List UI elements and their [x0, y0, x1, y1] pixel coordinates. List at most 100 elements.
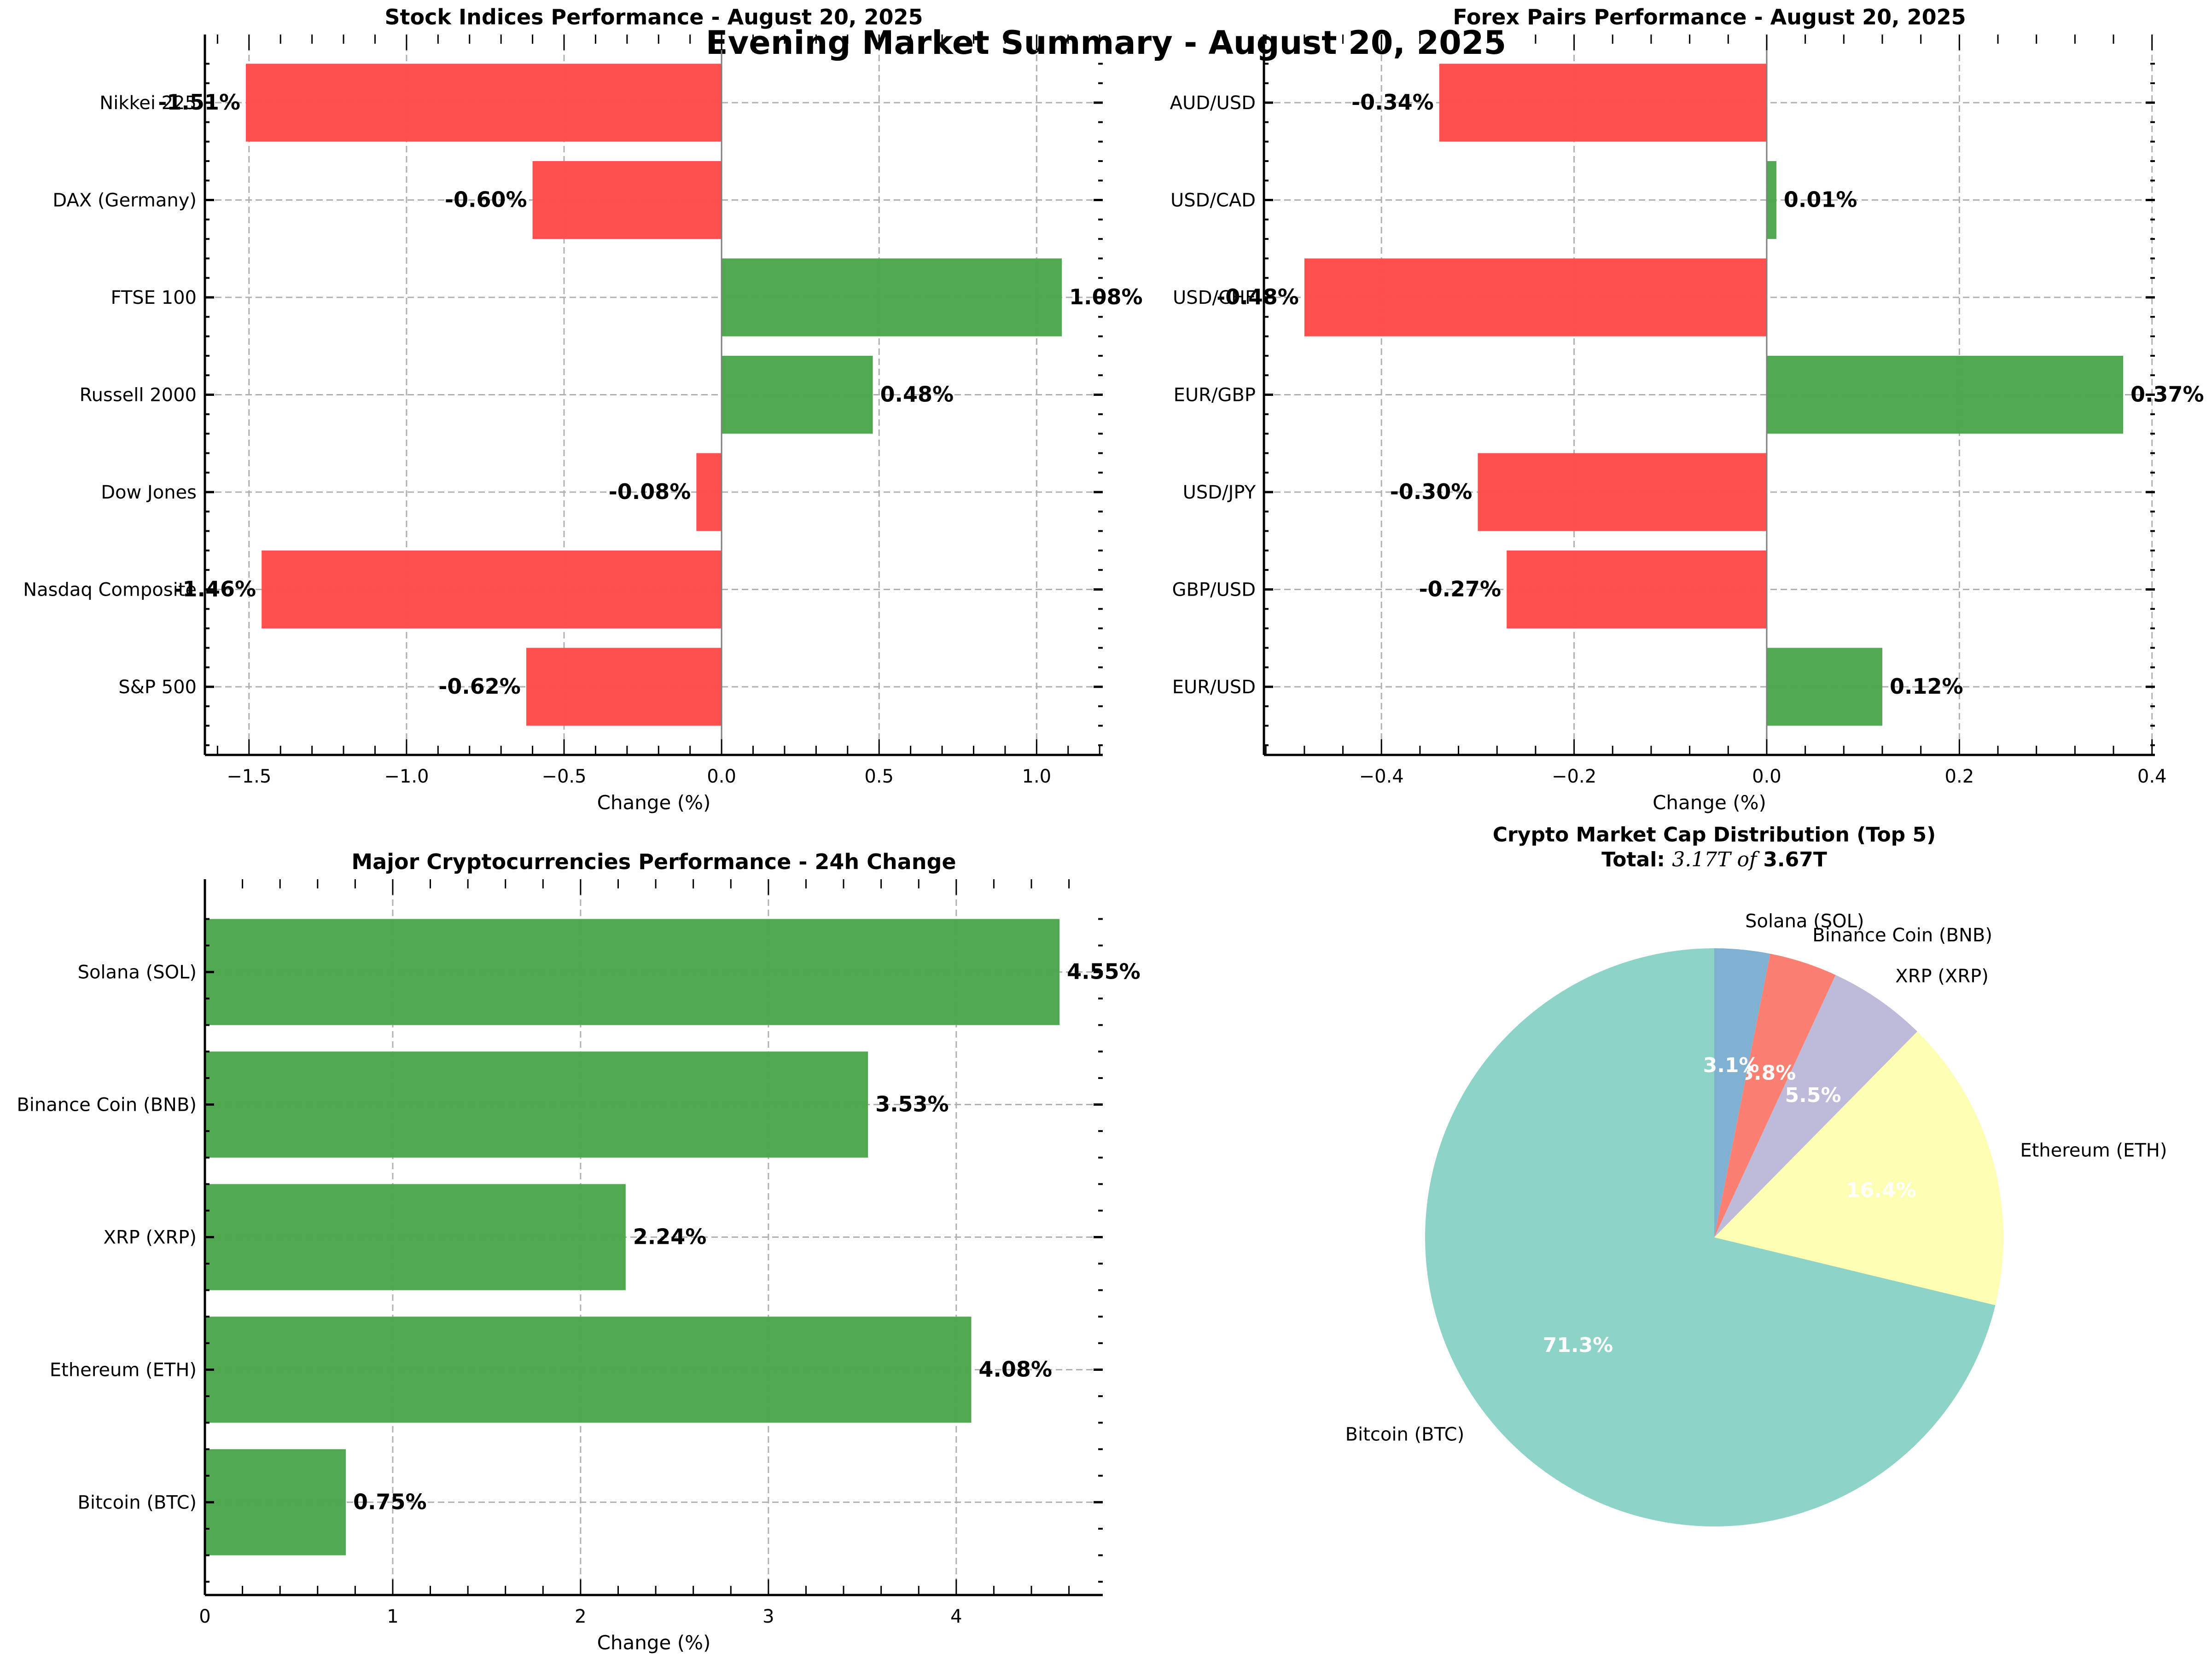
forex-category-label: EUR/USD [1172, 677, 1256, 698]
forex-x-tick-label: 0.4 [2137, 766, 2167, 787]
stocks-value-label: -0.62% [438, 674, 521, 699]
crypto-category-label: Binance Coin (BNB) [17, 1095, 197, 1116]
crypto-x-tick-label: 0 [199, 1606, 210, 1627]
crypto-x-tick-label: 3 [763, 1606, 774, 1627]
pie-category-label: Ethereum (ETH) [2020, 1140, 2167, 1161]
crypto-category-label: Solana (SOL) [78, 962, 197, 983]
pie-pct-label: 16.4% [1846, 1179, 1916, 1202]
forex-bar[interactable] [1766, 355, 2123, 434]
forex-category-label: USD/CAD [1170, 190, 1256, 211]
forex-value-label: -0.30% [1390, 479, 1473, 504]
pie-slice[interactable] [1714, 948, 1770, 1237]
stocks-category-label: Russell 2000 [80, 385, 197, 406]
pie-category-label: XRP (XRP) [1895, 966, 1989, 987]
forex-value-label: -0.48% [1217, 284, 1299, 309]
forex-value-label: 0.01% [1784, 187, 1857, 212]
forex-category-label: USD/CHF [1173, 287, 1256, 308]
forex-x-tick-label: 0.2 [1945, 766, 1974, 787]
forex-value-label: -0.34% [1351, 90, 1434, 115]
crypto-value-label: 4.55% [1067, 959, 1141, 984]
crypto-category-label: XRP (XRP) [103, 1227, 197, 1248]
stocks-category-label: Dow Jones [101, 482, 197, 503]
stocks-x-axis-label: Change (%) [597, 791, 711, 814]
forex-bar[interactable] [1439, 64, 1767, 142]
forex-bar[interactable] [1766, 648, 1882, 726]
crypto-value-label: 0.75% [353, 1489, 427, 1514]
pie-slice[interactable] [1714, 1031, 2003, 1305]
pie-slice[interactable] [1714, 975, 1917, 1237]
stocks-x-tick-label: −1.5 [227, 766, 271, 787]
stocks-category-label: Nikkei 225 [99, 93, 197, 114]
pie-slice[interactable] [1425, 948, 1996, 1526]
pie-pct-label: 71.3% [1543, 1334, 1613, 1357]
pie-category-label: Bitcoin (BTC) [1345, 1424, 1465, 1445]
crypto-value-label: 4.08% [978, 1357, 1052, 1381]
pie-category-label: Solana (SOL) [1745, 911, 1864, 932]
crypto-bar[interactable] [205, 1449, 346, 1555]
stocks-value-label: -1.46% [174, 576, 256, 601]
crypto-x-tick-label: 2 [575, 1606, 586, 1627]
crypto-bar[interactable] [205, 1184, 626, 1290]
stocks-bar[interactable] [722, 258, 1062, 336]
forex-bar[interactable] [1766, 161, 1776, 239]
forex-chart: Forex Pairs Performance - August 20, 202… [1170, 5, 2204, 814]
pie-subtitle: Total: 3.17T of 3.67T [1601, 848, 1827, 871]
stocks-category-label: Nasdaq Composite [23, 579, 197, 600]
stocks-bar[interactable] [532, 161, 722, 239]
forex-category-label: USD/JPY [1183, 482, 1256, 503]
stocks-value-label: 0.48% [880, 382, 954, 407]
crypto-title: Major Cryptocurrencies Performance - 24h… [351, 849, 956, 874]
stocks-x-tick-label: 1.0 [1022, 766, 1052, 787]
stocks-bar[interactable] [262, 550, 722, 629]
stocks-x-tick-label: 0.0 [707, 766, 736, 787]
stocks-bar[interactable] [696, 453, 722, 531]
crypto-pie-chart: Crypto Market Cap Distribution (Top 5)To… [1345, 823, 2167, 1526]
stocks-x-tick-label: −1.0 [384, 766, 429, 787]
pie-slice[interactable] [1714, 953, 1836, 1237]
stocks-x-tick-label: −0.5 [541, 766, 586, 787]
crypto-category-label: Ethereum (ETH) [50, 1359, 197, 1381]
forex-bar[interactable] [1478, 453, 1767, 531]
stocks-value-label: -0.60% [445, 187, 527, 212]
crypto-chart: Major Cryptocurrencies Performance - 24h… [17, 849, 1140, 1654]
pie-category-label: Binance Coin (BNB) [1812, 925, 1992, 946]
stocks-bar[interactable] [722, 355, 873, 434]
stocks-category-label: FTSE 100 [111, 287, 197, 308]
stocks-bar[interactable] [526, 648, 722, 726]
stocks-category-label: DAX (Germany) [52, 190, 197, 211]
crypto-value-label: 2.24% [633, 1224, 707, 1249]
stocks-value-label: -0.08% [609, 479, 691, 504]
stocks-x-tick-label: 0.5 [864, 766, 894, 787]
forex-x-tick-label: −0.2 [1552, 766, 1596, 787]
stocks-title: Stock Indices Performance - August 20, 2… [384, 5, 923, 29]
crypto-value-label: 3.53% [875, 1092, 949, 1117]
stocks-value-label: -1.51% [158, 90, 240, 115]
crypto-x-tick-label: 1 [387, 1606, 398, 1627]
forex-category-label: AUD/USD [1170, 93, 1256, 114]
crypto-bar[interactable] [205, 1317, 972, 1423]
pie-pct-label: 3.8% [1740, 1062, 1796, 1085]
stocks-category-label: S&P 500 [118, 677, 197, 698]
forex-bar[interactable] [1507, 550, 1767, 629]
pie-pct-label: 3.1% [1703, 1054, 1759, 1077]
forex-category-label: EUR/GBP [1174, 385, 1256, 406]
crypto-x-axis-label: Change (%) [597, 1631, 711, 1654]
crypto-category-label: Bitcoin (BTC) [77, 1492, 197, 1513]
forex-x-axis-label: Change (%) [1653, 791, 1766, 814]
crypto-bar[interactable] [205, 1051, 868, 1158]
forex-bar[interactable] [1304, 258, 1767, 336]
forex-x-tick-label: −0.4 [1359, 766, 1404, 787]
pie-pct-label: 5.5% [1785, 1084, 1841, 1107]
forex-value-label: 0.37% [2131, 382, 2204, 407]
pie-title: Crypto Market Cap Distribution (Top 5) [1493, 823, 1936, 847]
forex-x-tick-label: 0.0 [1752, 766, 1781, 787]
figure-suptitle: Evening Market Summary - August 20, 2025 [705, 24, 1507, 62]
forex-value-label: 0.12% [1890, 674, 1963, 699]
crypto-bar[interactable] [205, 919, 1060, 1025]
stocks-bar[interactable] [245, 64, 722, 142]
crypto-x-tick-label: 4 [950, 1606, 962, 1627]
stocks-value-label: 1.08% [1069, 284, 1143, 309]
forex-value-label: -0.27% [1419, 576, 1501, 601]
forex-title: Forex Pairs Performance - August 20, 202… [1453, 5, 1966, 29]
